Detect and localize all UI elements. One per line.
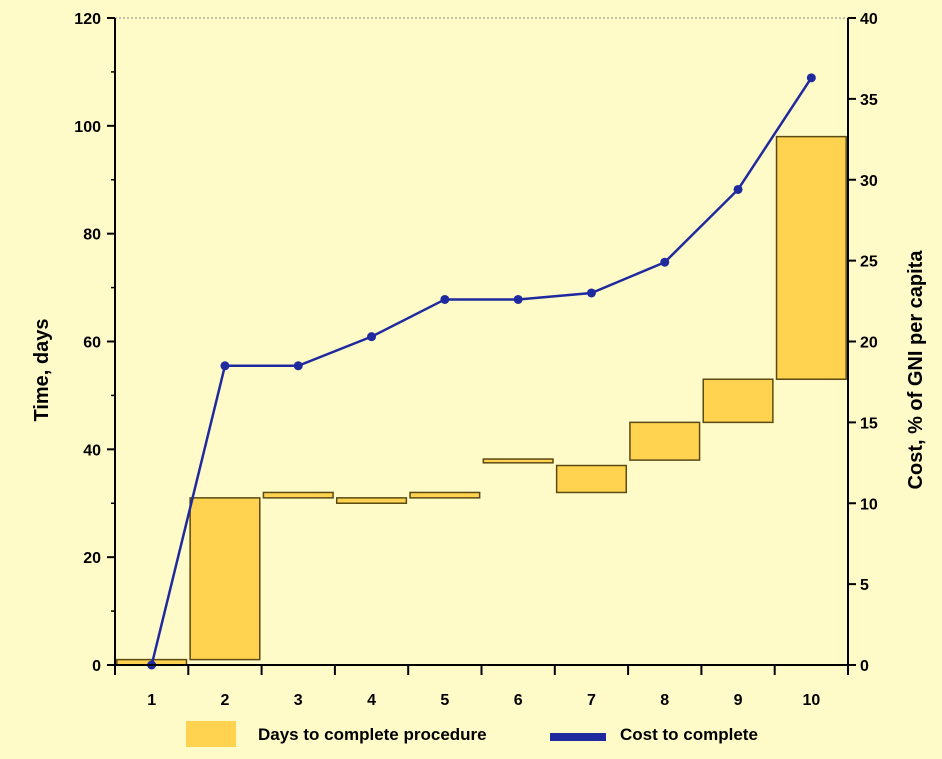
bar-5 [409,491,481,499]
x-tick-label: 10 [802,692,820,709]
x-tick-label: 8 [660,692,669,709]
legend-line-swatch [550,733,606,741]
x-tick-label: 1 [147,692,156,709]
x-tick-label: 6 [514,692,523,709]
right-tick-label: 20 [860,335,878,352]
legend-bar-swatch [186,721,236,747]
legend-line-label: Cost to complete [620,725,758,744]
bar-9 [702,378,774,424]
right-tick-label: 30 [860,173,878,190]
x-tick-label: 2 [220,692,229,709]
bar-6 [482,458,554,464]
cost-point-10 [806,73,816,83]
right-tick-label: 0 [860,658,869,675]
cost-point-2 [220,361,230,371]
left-tick-label: 60 [83,335,101,352]
left-tick-label: 80 [83,227,101,244]
x-tick-label: 9 [734,692,743,709]
left-tick-label: 20 [83,550,101,567]
bar-10 [775,135,847,380]
legend-bar-label: Days to complete procedure [258,725,487,744]
left-axis-title: Time, days [31,318,53,421]
bars-layer [116,135,847,666]
right-tick-label: 5 [860,577,869,594]
left-tick-label: 100 [74,119,101,136]
cost-point-7 [586,288,596,298]
right-tick-label: 40 [860,11,878,28]
left-tick-label: 0 [92,658,101,675]
bar-4 [335,497,408,505]
cost-point-3 [293,361,303,371]
cost-point-4 [367,332,377,342]
axes-layer: 0 20 40 60 80 100 120 0 5 10 15 20 25 30 35 40 1 2 3 4 5 6 7 8 9… [74,11,878,709]
cost-point-8 [660,257,670,267]
x-tick-label: 5 [440,692,449,709]
left-tick-label: 120 [74,11,101,28]
cost-point-9 [733,184,743,194]
x-tick-label: 7 [587,692,596,709]
cost-line [150,77,813,666]
bar-8 [629,421,701,461]
left-tick-label: 40 [83,442,101,459]
right-axis-title: Cost, % of GNI per capita [905,250,927,490]
right-tick-label: 10 [860,496,878,513]
bar-7 [555,464,628,494]
bar-3 [262,491,334,499]
x-tick-label: 3 [294,692,303,709]
right-tick-label: 35 [860,92,878,109]
cost-line-layer [147,73,816,670]
cost-point-6 [513,294,523,304]
cost-point-5 [440,294,450,304]
right-tick-label: 15 [860,415,878,432]
bar-2 [189,497,261,661]
x-tick-label: 4 [367,692,376,709]
legend: Days to complete procedure Cost to compl… [186,721,758,747]
right-tick-label: 25 [860,254,878,271]
